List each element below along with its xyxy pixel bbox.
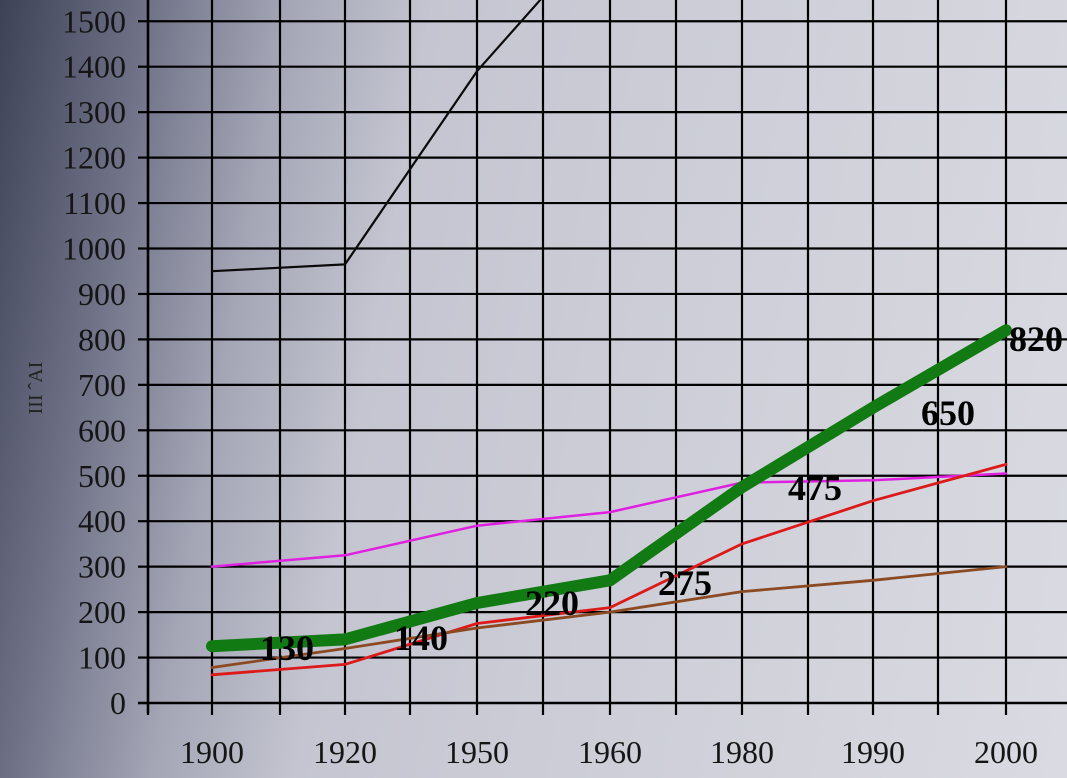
y-tick-label-900: 900 xyxy=(78,276,126,312)
y-tick-label-1000: 1000 xyxy=(62,231,126,267)
series-line-4 xyxy=(206,324,1012,653)
x-tick-label-2000: 2000 xyxy=(974,734,1038,770)
y-tick-label-600: 600 xyxy=(78,412,126,448)
y-tick-label-300: 300 xyxy=(78,549,126,585)
series-line-1 xyxy=(210,472,1008,568)
y-tick-label-200: 200 xyxy=(78,594,126,630)
data-label-475: 475 xyxy=(788,468,842,508)
y-tick-label-1500: 1500 xyxy=(62,3,126,39)
y-axis-ticks: 0 100 200 300 400 500 600 700 800 900 1000 1100 1200… xyxy=(62,3,126,721)
x-tick-label-1980: 1980 xyxy=(710,734,774,770)
x-tick-label-1900: 1900 xyxy=(180,734,244,770)
y-tick-label-1200: 1200 xyxy=(62,140,126,176)
x-tick-label-1920: 1920 xyxy=(313,734,377,770)
data-label-220: 220 xyxy=(525,583,579,623)
y-tick-label-0: 0 xyxy=(110,685,126,721)
data-label-140: 140 xyxy=(394,618,448,658)
y-tick-label-700: 700 xyxy=(78,367,126,403)
data-label-820: 820 xyxy=(1009,319,1063,359)
series-line-2 xyxy=(210,462,1008,677)
series-line-3 xyxy=(210,565,1008,669)
data-labels: 130 140 220 275 475 650 820 xyxy=(260,319,1063,668)
y-tick-label-400: 400 xyxy=(78,503,126,539)
y-tick-label-100: 100 xyxy=(78,640,126,676)
y-tick-label-1300: 1300 xyxy=(62,94,126,130)
x-tick-label-1950: 1950 xyxy=(445,734,509,770)
y-axis-label: ΙΙΙ ˆΑΙ xyxy=(25,362,47,415)
data-label-275: 275 xyxy=(658,563,712,603)
data-label-650: 650 xyxy=(921,393,975,433)
data-label-130: 130 xyxy=(260,628,314,668)
x-tick-label-1990: 1990 xyxy=(841,734,905,770)
y-tick-label-1100: 1100 xyxy=(63,185,126,221)
series-line-0 xyxy=(210,0,542,273)
x-axis-ticks: 1900 1920 1950 1960 1980 1990 2000 xyxy=(180,734,1038,770)
y-tick-label-1400: 1400 xyxy=(62,49,126,85)
x-tick-label-1960: 1960 xyxy=(578,734,642,770)
y-tick-label-500: 500 xyxy=(78,458,126,494)
chart-series xyxy=(206,0,1012,677)
y-tick-label-800: 800 xyxy=(78,321,126,357)
